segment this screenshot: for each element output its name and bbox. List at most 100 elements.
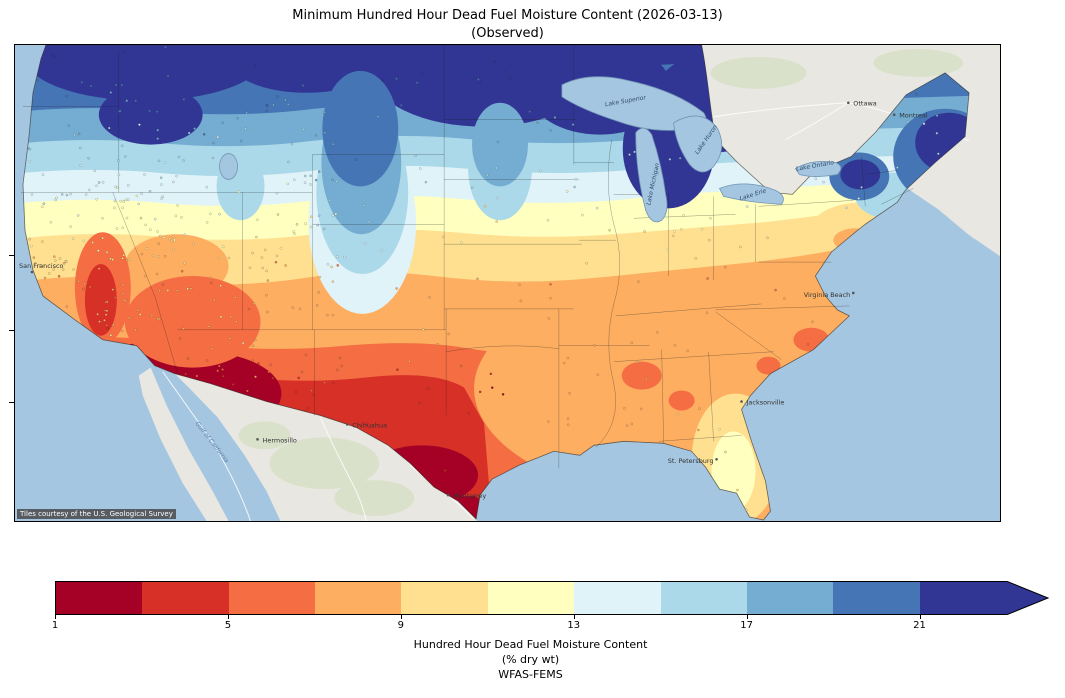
colorbar-segment-0 <box>56 582 143 614</box>
station-marker <box>178 337 182 340</box>
station-marker <box>643 230 646 233</box>
colorbar-tick-label: 9 <box>397 620 404 631</box>
station-marker <box>367 220 371 224</box>
station-marker <box>166 74 170 78</box>
station-marker <box>565 190 569 193</box>
colorbar-tick-label: 21 <box>913 620 926 631</box>
station-marker <box>937 152 940 156</box>
station-marker <box>156 230 159 233</box>
station-marker <box>122 200 125 203</box>
lake-michigan <box>635 127 668 223</box>
station-marker <box>294 390 298 394</box>
station-marker <box>47 272 51 275</box>
place-marker-chihuahua <box>346 423 349 426</box>
station-marker <box>436 343 439 346</box>
station-marker <box>566 417 570 421</box>
station-marker <box>335 255 339 259</box>
station-marker <box>822 180 825 184</box>
station-marker <box>656 331 659 334</box>
station-marker <box>128 258 132 261</box>
station-marker <box>395 287 398 290</box>
station-marker <box>67 124 71 127</box>
station-marker <box>182 98 186 101</box>
station-marker <box>682 213 685 217</box>
station-marker <box>157 242 160 246</box>
station-marker <box>418 401 421 405</box>
station-marker <box>922 122 926 126</box>
station-marker <box>547 317 551 320</box>
station-marker <box>595 206 599 210</box>
station-marker <box>486 173 489 177</box>
figure-title: Minimum Hundred Hour Dead Fuel Moisture … <box>292 8 723 23</box>
place-marker-jacksonville <box>740 400 743 403</box>
station-marker <box>331 178 334 182</box>
map: Lake Superior Lake Michigan Lake Huron Lake… <box>14 44 1001 522</box>
station-marker <box>593 344 596 347</box>
station-marker <box>121 257 124 260</box>
station-marker <box>157 159 161 163</box>
station-marker <box>228 337 232 340</box>
station-marker <box>186 357 190 360</box>
station-marker <box>363 242 367 245</box>
great-salt-lake <box>219 153 238 180</box>
station-marker <box>253 338 257 342</box>
station-marker <box>496 140 500 144</box>
station-marker <box>148 189 152 193</box>
label-hermosillo: Hermosillo <box>262 436 296 444</box>
station-marker <box>257 362 260 365</box>
station-marker <box>680 227 683 231</box>
station-marker <box>745 205 749 208</box>
station-marker <box>266 279 270 282</box>
station-marker <box>709 216 712 220</box>
label-monterrey: Monterrey <box>453 492 486 500</box>
colorbar-segment-7 <box>660 582 747 614</box>
station-marker <box>318 275 322 279</box>
map-axis-tick <box>9 330 14 331</box>
station-marker <box>96 312 99 316</box>
station-marker <box>354 158 358 161</box>
station-marker <box>284 264 287 267</box>
station-marker <box>553 116 557 119</box>
station-marker <box>245 111 248 115</box>
station-marker <box>170 239 173 243</box>
station-marker <box>69 225 72 228</box>
station-marker <box>806 343 810 346</box>
station-marker <box>83 282 86 286</box>
station-marker <box>275 254 279 258</box>
place-marker-hermosillo <box>256 438 259 441</box>
station-marker <box>231 383 235 386</box>
station-marker <box>115 227 119 230</box>
station-marker <box>52 268 55 271</box>
station-marker <box>63 261 66 265</box>
station-marker <box>202 133 206 136</box>
station-marker <box>210 347 214 351</box>
station-marker <box>630 422 634 426</box>
station-marker <box>114 83 118 87</box>
station-marker <box>269 363 272 367</box>
colorbar-tick <box>746 615 748 619</box>
colorbar-extend-arrow <box>1006 581 1050 615</box>
station-marker <box>443 469 447 472</box>
station-marker <box>265 109 268 113</box>
station-marker <box>272 103 275 107</box>
station-marker <box>150 314 154 317</box>
station-marker <box>293 232 296 236</box>
station-marker <box>41 240 44 243</box>
station-marker <box>207 325 211 328</box>
station-marker <box>783 297 786 300</box>
station-marker <box>111 288 115 291</box>
station-marker <box>221 121 224 125</box>
station-marker <box>104 301 108 304</box>
station-marker <box>127 316 131 320</box>
station-marker <box>121 292 125 295</box>
station-marker <box>205 221 209 224</box>
station-marker <box>168 237 172 241</box>
station-marker <box>103 319 106 322</box>
station-marker <box>309 225 313 229</box>
station-marker <box>267 370 271 374</box>
station-marker <box>472 495 476 499</box>
station-marker <box>857 197 860 200</box>
station-marker <box>265 104 269 108</box>
station-marker <box>706 277 709 280</box>
station-marker <box>235 320 238 323</box>
